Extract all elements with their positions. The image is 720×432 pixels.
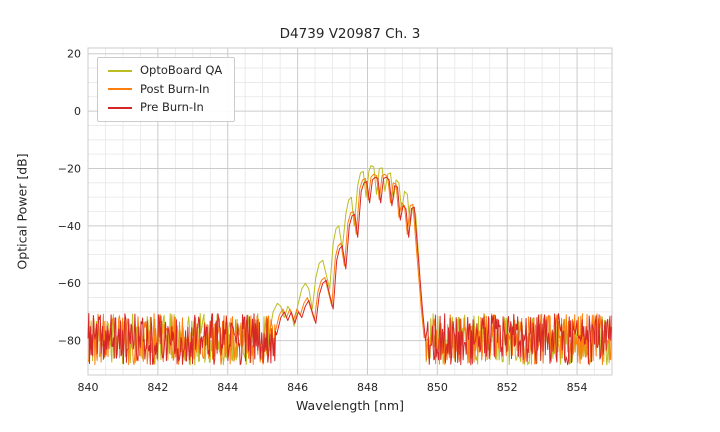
x-tick-label: 842 — [147, 381, 168, 394]
x-tick-label: 850 — [427, 381, 448, 394]
plot-border — [87, 47, 613, 376]
x-tick-label: 848 — [357, 381, 378, 394]
y-tick-label: 0 — [74, 105, 81, 118]
x-tick-label: 846 — [287, 381, 308, 394]
legend-line-icon — [108, 106, 132, 109]
x-tick-label: 844 — [217, 381, 238, 394]
x-tick-label: 852 — [497, 381, 518, 394]
x-tick-label: 840 — [78, 381, 99, 394]
y-tick-label: −60 — [58, 277, 81, 290]
y-tick-label: −20 — [58, 162, 81, 175]
legend-line-icon — [108, 88, 132, 91]
y-tick-label: −80 — [58, 335, 81, 348]
legend-label: OptoBoard QA — [140, 63, 223, 77]
legend-item-optoboard-qa: OptoBoard QA — [108, 63, 223, 77]
y-axis-label: Optical Power [dB] — [14, 153, 30, 270]
legend: OptoBoard QA Post Burn-In Pre Burn-In — [97, 57, 236, 122]
chart-title: D4739 V20987 Ch. 3 — [279, 26, 421, 42]
legend-item-pre-burn-in: Pre Burn-In — [108, 100, 222, 114]
x-axis-label: Wavelength [nm] — [296, 398, 404, 413]
series-line-pre-burn-in — [87, 176, 612, 366]
legend-item-post-burn-in: Post Burn-In — [108, 81, 222, 96]
legend-line-icon — [108, 69, 132, 72]
y-tick-label: 20 — [67, 48, 81, 61]
legend-label: Pre Burn-In — [140, 100, 204, 114]
y-tick-label: −40 — [58, 220, 81, 233]
legend-label: Post Burn-In — [140, 81, 210, 96]
x-tick-label: 854 — [567, 381, 588, 394]
